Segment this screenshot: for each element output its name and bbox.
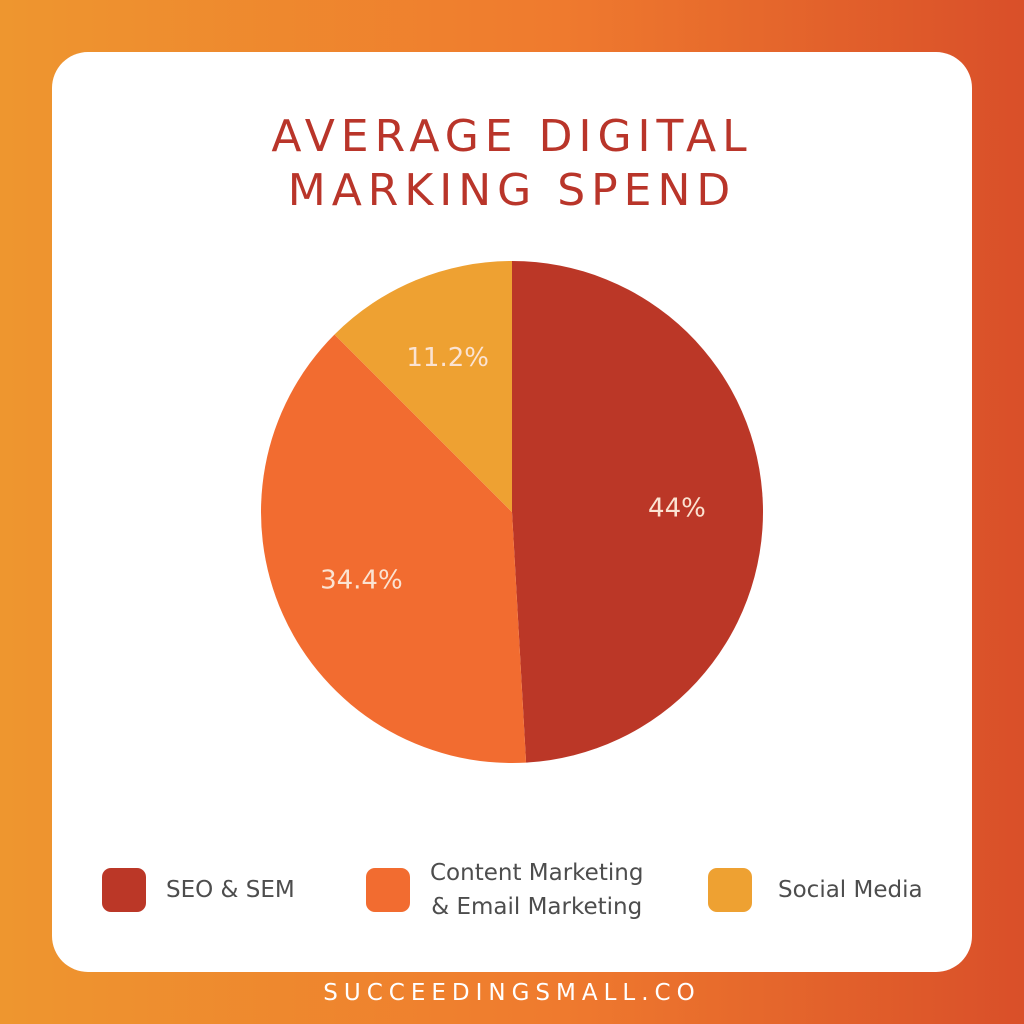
- legend-label-content-line-2: & Email Marketing: [431, 894, 643, 920]
- chart-title-line-2: MARKING SPEND: [287, 165, 737, 216]
- legend-label-seo-sem: SEO & SEM: [166, 877, 295, 903]
- pie-slice-seo-and-sem: [512, 261, 763, 763]
- legend-item-content-email-marketing: Content Marketing & Email Marketing: [366, 856, 643, 924]
- footer-site-name: SUCCEEDINGSMALL.CO: [323, 980, 701, 1006]
- chart-title-line-1: AVERAGE DIGITAL: [271, 111, 753, 162]
- pie-slice-label-content-marketing-and-email-marketing: 34.4%: [320, 565, 403, 595]
- legend-swatch-seo-sem: [102, 868, 146, 912]
- legend-label-content-email-marketing: Content Marketing & Email Marketing: [430, 856, 643, 924]
- legend-label-social-media: Social Media: [778, 877, 923, 903]
- legend-swatch-social-media: [708, 868, 752, 912]
- pie-slice-social-media: [334, 261, 512, 512]
- chart-title: AVERAGE DIGITAL MARKING SPEND: [0, 110, 1024, 218]
- pie-slice-label-social-media: 11.2%: [406, 343, 489, 373]
- legend-label-content-line-1: Content Marketing: [430, 860, 644, 886]
- legend-item-seo-sem: SEO & SEM: [102, 868, 295, 912]
- legend-swatch-content-email-marketing: [366, 868, 410, 912]
- legend-item-social-media: Social Media: [708, 868, 923, 912]
- pie-slice-content-marketing-and-email-marketing: [261, 334, 527, 763]
- pie-slice-label-seo-and-sem: 44%: [648, 493, 706, 523]
